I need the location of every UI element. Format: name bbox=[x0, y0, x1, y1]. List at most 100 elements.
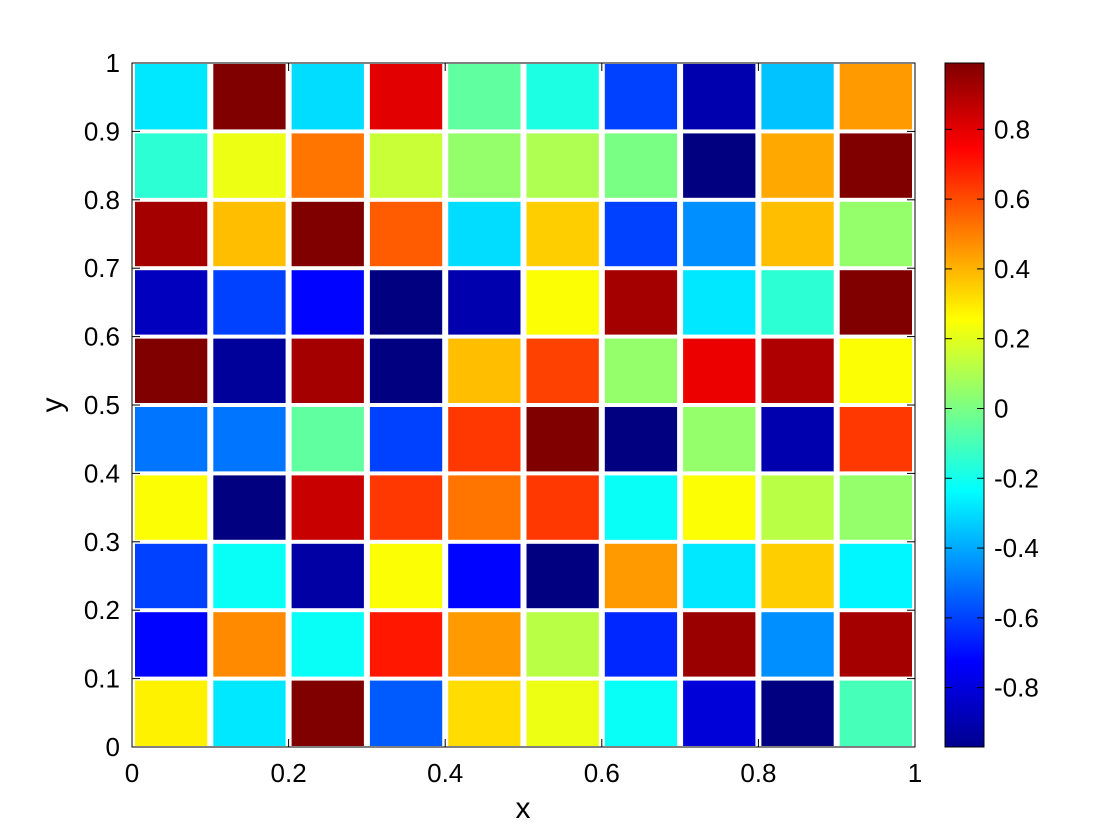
heatmap-cells bbox=[135, 64, 912, 746]
heatmap-cell bbox=[839, 475, 912, 540]
heatmap-cell bbox=[839, 201, 912, 267]
heatmap-cell bbox=[839, 270, 912, 335]
heatmap-cell bbox=[213, 543, 286, 609]
heatmap-cell bbox=[526, 270, 599, 335]
x-tick-label: 0.6 bbox=[584, 758, 620, 788]
y-tick-label: 0.4 bbox=[84, 458, 120, 488]
y-tick-label: 0.2 bbox=[84, 595, 120, 625]
heatmap-cell bbox=[135, 680, 208, 746]
colorbar-tick-label: 0.8 bbox=[994, 114, 1030, 144]
heatmap-cell bbox=[291, 133, 364, 198]
y-tick-label: 0 bbox=[106, 732, 120, 762]
x-tick-label: 1 bbox=[908, 758, 922, 788]
heatmap-cell bbox=[604, 543, 678, 609]
heatmap-cell bbox=[369, 338, 443, 403]
heatmap-cell bbox=[604, 475, 678, 540]
y-axis: 0 0.1 0.2 0.3 0.4 0.5 0.6 0.7 0.8 0.9 1 bbox=[84, 48, 915, 762]
colorbar-tick-label: -0.2 bbox=[994, 463, 1039, 493]
heatmap-cell bbox=[683, 543, 756, 609]
heatmap-cell bbox=[135, 543, 208, 609]
heatmap-cell bbox=[761, 133, 834, 198]
colorbar-tick-label: 0 bbox=[994, 393, 1008, 423]
heatmap-cell bbox=[369, 270, 443, 335]
colorbar-tick-label: 0.4 bbox=[994, 254, 1030, 284]
heatmap-cell bbox=[291, 64, 364, 130]
y-tick-label: 0.3 bbox=[84, 527, 120, 557]
heatmap-cell bbox=[369, 133, 443, 198]
heatmap-cell bbox=[369, 680, 443, 746]
heatmap-cell bbox=[683, 201, 756, 267]
heatmap-cell bbox=[291, 270, 364, 335]
heatmap-cell bbox=[448, 680, 521, 746]
heatmap-cell bbox=[291, 475, 364, 540]
heatmap-cell bbox=[135, 475, 208, 540]
heatmap-cell bbox=[604, 407, 678, 472]
y-tick-label: 0.7 bbox=[84, 253, 120, 283]
heatmap-cell bbox=[213, 612, 286, 677]
heatmap-cell bbox=[369, 612, 443, 677]
heatmap-cell bbox=[291, 407, 364, 472]
heatmap-cell bbox=[135, 133, 208, 198]
heatmap-cell bbox=[839, 680, 912, 746]
y-tick-label: 0.6 bbox=[84, 322, 120, 352]
heatmap-cell bbox=[604, 338, 678, 403]
heatmap-cell bbox=[683, 612, 756, 677]
heatmap-cell bbox=[839, 64, 912, 130]
heatmap-cell bbox=[369, 543, 443, 609]
heatmap-cell bbox=[683, 270, 756, 335]
heatmap-cell bbox=[526, 475, 599, 540]
heatmap-cell bbox=[369, 64, 443, 130]
heatmap-cell bbox=[839, 338, 912, 403]
heatmap-cell bbox=[369, 201, 443, 267]
heatmap-cell bbox=[291, 612, 364, 677]
heatmap-cell bbox=[135, 338, 208, 403]
heatmap-cell bbox=[839, 407, 912, 472]
x-tick-label: 0.4 bbox=[427, 758, 463, 788]
heatmap-cell bbox=[526, 338, 599, 403]
heatmap-cell bbox=[135, 270, 208, 335]
colorbar-tick-label: -0.8 bbox=[994, 673, 1039, 703]
heatmap-cell bbox=[839, 543, 912, 609]
heatmap-cell bbox=[213, 475, 286, 540]
heatmap-cell bbox=[761, 612, 834, 677]
x-axis: 0 0.2 0.4 0.6 0.8 1 bbox=[125, 63, 922, 788]
heatmap-cell bbox=[448, 64, 521, 130]
heatmap-cell bbox=[291, 543, 364, 609]
x-tick-label: 0.8 bbox=[740, 758, 776, 788]
heatmap-cell bbox=[526, 612, 599, 677]
x-tick-label: 0.2 bbox=[271, 758, 307, 788]
heatmap-cell bbox=[213, 338, 286, 403]
colorbar-tick-label: 0.2 bbox=[994, 324, 1030, 354]
y-tick-label: 1 bbox=[106, 48, 120, 78]
heatmap-cell bbox=[448, 407, 521, 472]
colorbar-axis: -0.8 -0.6 -0.4 -0.2 0 0.2 0.4 0.6 0.8 bbox=[945, 114, 1039, 703]
heatmap-cell bbox=[683, 133, 756, 198]
heatmap-cell bbox=[291, 338, 364, 403]
heatmap-cell bbox=[135, 612, 208, 677]
heatmap-cell bbox=[683, 475, 756, 540]
heatmap-cell bbox=[761, 475, 834, 540]
heatmap-cell bbox=[526, 133, 599, 198]
heatmap-cell bbox=[761, 543, 834, 609]
heatmap-cell bbox=[604, 133, 678, 198]
colorbar-tick-label: -0.6 bbox=[994, 603, 1039, 633]
heatmap-cell bbox=[604, 612, 678, 677]
heatmap-cell bbox=[526, 64, 599, 130]
heatmap-cell bbox=[291, 680, 364, 746]
heatmap-cell bbox=[761, 407, 834, 472]
y-tick-label: 0.9 bbox=[84, 116, 120, 146]
y-tick-label: 0.8 bbox=[84, 185, 120, 215]
x-tick-label: 0 bbox=[125, 758, 139, 788]
heatmap-cell bbox=[369, 407, 443, 472]
heatmap-cell bbox=[761, 270, 834, 335]
colorbar-tick-label: -0.4 bbox=[994, 533, 1039, 563]
heatmap-cell bbox=[213, 407, 286, 472]
heatmap-cell bbox=[135, 64, 208, 130]
heatmap-cell bbox=[526, 543, 599, 609]
heatmap-cell bbox=[448, 270, 521, 335]
heatmap-cell bbox=[135, 407, 208, 472]
heatmap-cell bbox=[526, 407, 599, 472]
heatmap-cell bbox=[448, 201, 521, 267]
heatmap-cell bbox=[448, 338, 521, 403]
